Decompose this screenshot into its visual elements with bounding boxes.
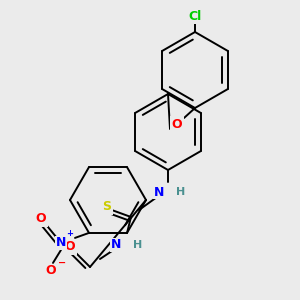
Text: −: − — [58, 258, 66, 268]
Text: N: N — [56, 236, 66, 249]
Text: +: + — [67, 230, 73, 238]
Text: O: O — [36, 212, 46, 225]
Text: Cl: Cl — [188, 10, 202, 22]
Text: H: H — [176, 187, 185, 197]
Text: S: S — [103, 200, 112, 214]
Text: N: N — [154, 185, 164, 199]
Text: O: O — [172, 118, 182, 130]
Text: O: O — [65, 241, 75, 254]
Text: O: O — [46, 264, 56, 278]
Text: H: H — [133, 240, 142, 250]
Text: N: N — [111, 238, 121, 251]
